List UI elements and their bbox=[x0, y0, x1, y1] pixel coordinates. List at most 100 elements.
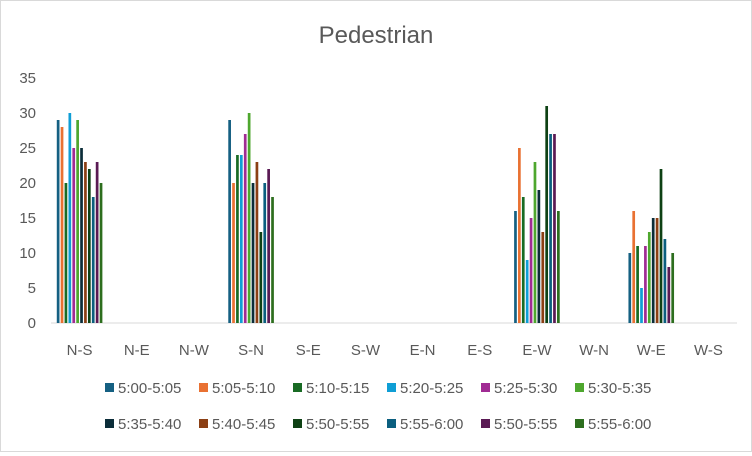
legend-swatch bbox=[105, 383, 114, 392]
x-tick-label: E-N bbox=[410, 342, 436, 359]
bar bbox=[64, 183, 68, 323]
y-tick-label: 35 bbox=[19, 70, 36, 87]
x-tick-label: N-W bbox=[179, 342, 210, 359]
x-tick-label: S-W bbox=[351, 342, 381, 359]
bar bbox=[87, 169, 91, 323]
legend-swatch bbox=[293, 383, 302, 392]
y-tick-label: 25 bbox=[19, 140, 36, 157]
legend-swatch bbox=[481, 419, 490, 428]
legend-label: 5:50-5:55 bbox=[494, 416, 557, 433]
bar bbox=[236, 155, 239, 323]
bar bbox=[663, 239, 667, 323]
legend-label: 5:35-5:40 bbox=[118, 416, 181, 433]
bar bbox=[76, 120, 79, 323]
bar bbox=[533, 162, 537, 323]
bar bbox=[541, 232, 545, 323]
legend-item: 5:50-5:55 bbox=[293, 416, 369, 433]
bar bbox=[632, 211, 636, 323]
bar bbox=[251, 183, 255, 323]
bar bbox=[640, 288, 643, 323]
x-tick-label: E-S bbox=[467, 342, 492, 359]
legend-label: 5:40-5:45 bbox=[212, 416, 275, 433]
bar bbox=[545, 106, 549, 323]
bar bbox=[232, 183, 235, 323]
y-axis-ticks: 0 5 10 15 20 25 30 35 bbox=[19, 70, 36, 332]
bar bbox=[56, 120, 60, 323]
y-tick-label: 0 bbox=[28, 315, 36, 332]
x-tick-label: N-E bbox=[124, 342, 150, 359]
bar bbox=[91, 197, 95, 323]
legend-item: 5:55-6:00 bbox=[387, 416, 463, 433]
bar bbox=[659, 169, 663, 323]
bar bbox=[529, 218, 533, 323]
bar bbox=[72, 148, 76, 323]
legend-item: 5:25-5:30 bbox=[481, 380, 557, 397]
y-tick-label: 15 bbox=[19, 210, 36, 227]
bar bbox=[239, 155, 243, 323]
bar bbox=[525, 260, 529, 323]
chart-title: Pedestrian bbox=[319, 22, 434, 49]
legend-item: 5:05-5:10 bbox=[199, 380, 275, 397]
bar bbox=[80, 148, 83, 323]
bar bbox=[84, 162, 87, 323]
legend-item: 5:40-5:45 bbox=[199, 416, 275, 433]
bar bbox=[263, 183, 267, 323]
legend-swatch bbox=[387, 419, 396, 428]
legend: 5:00-5:05 5:05-5:10 5:10-5:15 5:20-5:25 5:25… bbox=[105, 380, 651, 433]
bar bbox=[255, 162, 259, 323]
y-tick-label: 20 bbox=[19, 175, 36, 192]
x-tick-label: W-N bbox=[579, 342, 609, 359]
y-tick-label: 10 bbox=[19, 245, 36, 262]
bar bbox=[628, 253, 632, 323]
y-tick-label: 5 bbox=[28, 280, 36, 297]
legend-item: 5:35-5:40 bbox=[105, 416, 181, 433]
legend-label: 5:00-5:05 bbox=[118, 380, 181, 397]
legend-label: 5:50-5:55 bbox=[306, 416, 369, 433]
bar bbox=[99, 183, 103, 323]
legend-label: 5:25-5:30 bbox=[494, 380, 557, 397]
bar bbox=[647, 232, 651, 323]
bar bbox=[243, 134, 247, 323]
y-tick-label: 30 bbox=[19, 105, 36, 122]
x-tick-label: W-S bbox=[694, 342, 723, 359]
bar bbox=[651, 218, 655, 323]
bars bbox=[56, 106, 675, 323]
legend-swatch bbox=[105, 419, 114, 428]
legend-item: 5:20-5:25 bbox=[387, 380, 463, 397]
legend-swatch bbox=[293, 419, 302, 428]
bar bbox=[271, 197, 274, 323]
legend-swatch bbox=[199, 383, 208, 392]
bar bbox=[518, 148, 521, 323]
x-tick-label: N-S bbox=[67, 342, 93, 359]
legend-label: 5:55-6:00 bbox=[400, 416, 463, 433]
legend-item: 5:10-5:15 bbox=[293, 380, 369, 397]
bar bbox=[557, 211, 560, 323]
legend-label: 5:10-5:15 bbox=[306, 380, 369, 397]
bar bbox=[228, 120, 231, 323]
bar bbox=[521, 197, 525, 323]
x-tick-label: S-E bbox=[296, 342, 321, 359]
legend-swatch bbox=[481, 383, 490, 392]
bar bbox=[667, 267, 671, 323]
legend-label: 5:55-6:00 bbox=[588, 416, 651, 433]
bar bbox=[514, 211, 517, 323]
bar bbox=[655, 218, 659, 323]
x-tick-label: S-N bbox=[238, 342, 264, 359]
bar bbox=[553, 134, 556, 323]
bar bbox=[60, 127, 64, 323]
x-tick-label: E-W bbox=[522, 342, 552, 359]
x-axis-ticks: N-S N-E N-W S-N S-E S-W E-N E-S E-W W-N W-E W-S bbox=[67, 342, 723, 359]
bar bbox=[95, 162, 99, 323]
bar bbox=[247, 113, 251, 323]
legend-label: 5:05-5:10 bbox=[212, 380, 275, 397]
legend-item: 5:30-5:35 bbox=[575, 380, 651, 397]
bar bbox=[68, 113, 72, 323]
legend-swatch bbox=[199, 419, 208, 428]
bar bbox=[537, 190, 541, 323]
legend-swatch bbox=[575, 419, 584, 428]
legend-label: 5:30-5:35 bbox=[588, 380, 651, 397]
legend-swatch bbox=[575, 383, 584, 392]
bar bbox=[671, 253, 675, 323]
